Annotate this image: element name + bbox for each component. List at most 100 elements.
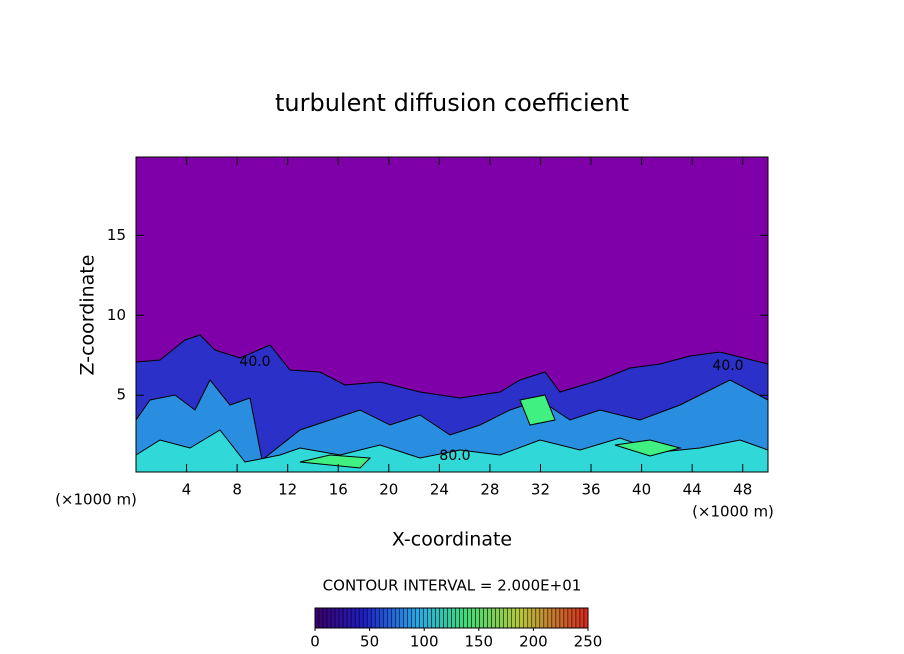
- colorbar-cell: [358, 607, 364, 629]
- colorbar-cell: [547, 607, 553, 629]
- colorbar-cell: [459, 607, 464, 629]
- colorbar-cell: [495, 607, 500, 629]
- x-tick-label: 4: [182, 481, 192, 499]
- colorbar-cell: [579, 607, 585, 629]
- colorbar-cell: [539, 607, 545, 629]
- colorbar-cell: [555, 607, 561, 629]
- colorbar-cell: [551, 607, 557, 629]
- colorbar-tick-label: 0: [310, 633, 320, 651]
- colorbar-cell: [575, 607, 581, 629]
- colorbar-cell: [475, 607, 480, 629]
- colorbar-cell: [318, 607, 324, 629]
- colorbar-cell: [439, 607, 444, 629]
- colorbar-cell: [471, 607, 476, 629]
- colorbar-cell: [535, 607, 541, 629]
- colorbar-cell: [463, 607, 468, 629]
- colorbar-cell: [350, 607, 356, 629]
- colorbar-cell: [571, 607, 577, 629]
- contour-label: 80.0: [439, 448, 470, 464]
- field-region: [135, 429, 769, 473]
- x-unit-label: (×1000 m): [55, 491, 137, 509]
- colorbar-cell: [362, 607, 368, 629]
- colorbar-cell: [515, 607, 520, 629]
- colorbar-cell: [415, 607, 420, 629]
- colorbar-cell: [403, 607, 408, 629]
- colorbar-cell: [322, 607, 328, 629]
- colorbar-cell: [455, 607, 460, 629]
- x-tick-label: 16: [329, 481, 348, 499]
- y-tick-label: 15: [107, 226, 126, 244]
- colorbar-cell: [467, 607, 472, 629]
- contour-label: 40.0: [712, 358, 743, 374]
- colorbar-cell: [543, 607, 549, 629]
- colorbar-cell: [527, 607, 533, 629]
- colorbar-cell: [346, 607, 352, 629]
- colorbar-cell: [354, 607, 360, 629]
- colorbar-cell: [374, 607, 380, 629]
- colorbar-cell: [431, 607, 436, 629]
- colorbar-cell: [370, 607, 376, 629]
- colorbar-tick-label: 150: [464, 633, 493, 651]
- colorbar-cell: [330, 607, 336, 629]
- colorbar-cell: [419, 607, 424, 629]
- chart-title: turbulent diffusion coefficient: [275, 89, 629, 117]
- colorbar-cell: [507, 607, 512, 629]
- contour-label: 40.0: [239, 354, 270, 370]
- x-tick-label: 44: [683, 481, 702, 499]
- colorbar-cell: [383, 607, 388, 629]
- colorbar-cell: [447, 607, 452, 629]
- colorbar-frame: [314, 607, 589, 629]
- field: [135, 156, 769, 473]
- colorbar-cell: [399, 607, 404, 629]
- colorbar-cell: [391, 607, 396, 629]
- colorbar-cell: [503, 607, 508, 629]
- field-region: [299, 394, 682, 469]
- colorbar-cell: [423, 607, 428, 629]
- x-tick-label: 20: [379, 481, 398, 499]
- y-tick-label: 10: [107, 306, 126, 324]
- colorbar-cell: [326, 607, 332, 629]
- colorbar-tick-label: 50: [360, 633, 379, 651]
- colorbar-cell: [491, 607, 496, 629]
- x-tick-label: 32: [531, 481, 550, 499]
- x-tick-label: 12: [278, 481, 297, 499]
- x-tick-label: 28: [480, 481, 499, 499]
- colorbar-tick-label: 100: [410, 633, 439, 651]
- x-tick-label: 36: [581, 481, 600, 499]
- x-tick-label: 48: [733, 481, 752, 499]
- colorbar-cell: [427, 607, 432, 629]
- colorbar-cell: [378, 607, 384, 629]
- colorbar-cell: [563, 607, 569, 629]
- colorbar-cell: [499, 607, 504, 629]
- colorbar-cell: [334, 607, 340, 629]
- plot-frame: [135, 156, 769, 473]
- x-tick-label: 8: [232, 481, 242, 499]
- colorbar-cell: [519, 607, 525, 629]
- colorbar-cell: [366, 607, 372, 629]
- colorbar-cell: [483, 607, 488, 629]
- x-unit-label: (×1000 m): [692, 503, 774, 521]
- colorbar-tick-label: 250: [574, 633, 603, 651]
- colorbar-cell: [387, 607, 392, 629]
- contour-interval: CONTOUR INTERVAL = 2.000E+01: [323, 577, 582, 595]
- colorbar-cell: [411, 607, 416, 629]
- colorbar-cell: [487, 607, 492, 629]
- colorbar-cell: [559, 607, 565, 629]
- colorbar-cell: [314, 607, 320, 629]
- colorbar-tick-label: 200: [519, 633, 548, 651]
- colorbar-cell: [523, 607, 529, 629]
- colorbar-cell: [435, 607, 440, 629]
- colorbar-cell: [338, 607, 344, 629]
- colorbar-cell: [342, 607, 348, 629]
- x-tick-label: 24: [430, 481, 449, 499]
- colorbar-cell: [451, 607, 456, 629]
- x-tick-label: 40: [632, 481, 651, 499]
- y-axis-label: Z-coordinate: [77, 255, 99, 376]
- colorbar-cell: [583, 607, 589, 629]
- colorbar-cell: [511, 607, 516, 629]
- colorbar-cell: [443, 607, 448, 629]
- colorbar-cell: [407, 607, 412, 629]
- colorbar-cell: [567, 607, 573, 629]
- colorbar-cell: [479, 607, 484, 629]
